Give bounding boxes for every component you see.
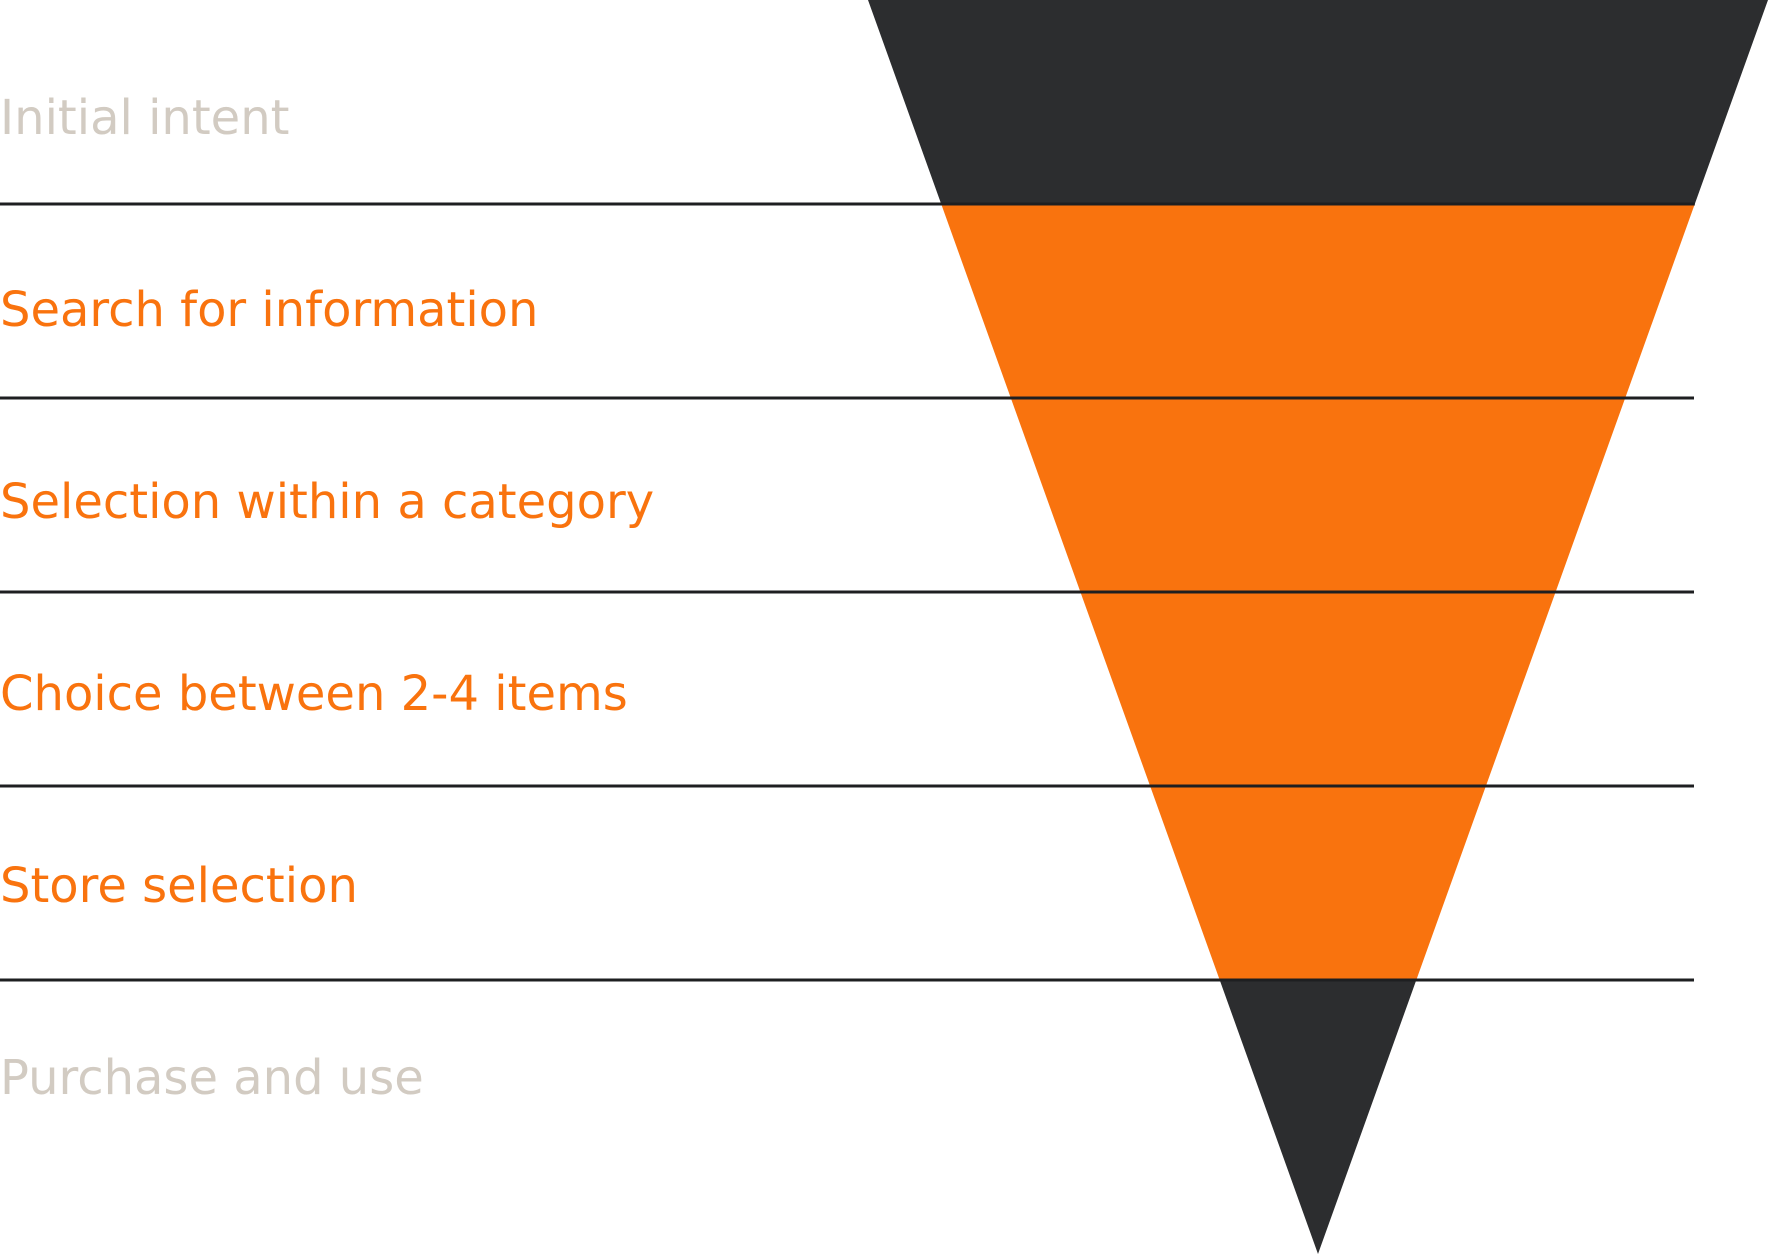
stage-label-choice-between-items: Choice between 2-4 items bbox=[0, 666, 628, 722]
funnel-segment-purchase-and-use bbox=[1219, 980, 1417, 1254]
stage-label-store-selection: Store selection bbox=[0, 858, 358, 914]
stage-label-purchase-and-use: Purchase and use bbox=[0, 1050, 424, 1106]
funnel-segment-initial-intent bbox=[868, 0, 1768, 204]
funnel-segment-selection-within-category bbox=[1010, 398, 1626, 592]
funnel-segment-store-selection bbox=[1150, 786, 1486, 980]
funnel-segment-choice-between-items bbox=[1080, 592, 1556, 786]
stage-label-selection-within-category: Selection within a category bbox=[0, 474, 655, 530]
stage-label-initial-intent: Initial intent bbox=[0, 90, 290, 146]
funnel-segment-search-for-information bbox=[941, 204, 1695, 398]
stage-label-search-for-information: Search for information bbox=[0, 282, 539, 338]
